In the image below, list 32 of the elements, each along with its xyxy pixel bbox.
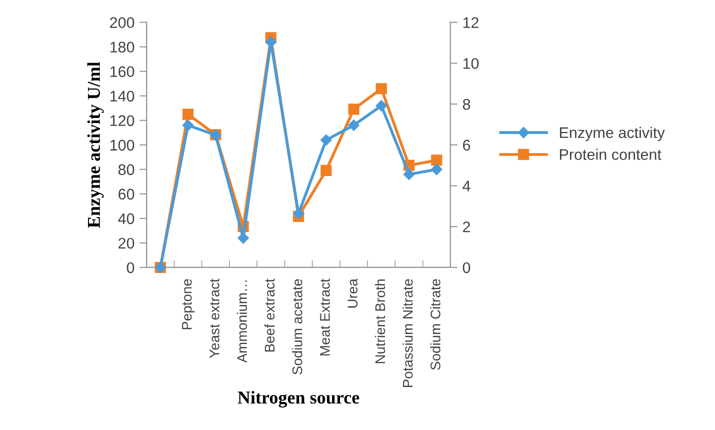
y2-tick-label: 0 (462, 262, 470, 274)
x-tick-label: Sodium Citrate (430, 279, 440, 370)
y-tick-label: 160 (110, 66, 134, 78)
y-tick-label: 180 (110, 42, 134, 53)
x-tick-label: Potassium Nitrate (402, 279, 413, 388)
x-tick-label: Meat Extract (320, 278, 330, 356)
y-tick-label: 0 (126, 262, 134, 274)
legend-label: Enzyme activity (560, 126, 665, 142)
x-axis-title: Nitrogen source (238, 390, 360, 408)
y-tick-label: 40 (118, 213, 134, 224)
y-tick-label: 60 (118, 188, 134, 200)
y-tick-label: 200 (110, 17, 134, 28)
x-tick-label: Urea (348, 278, 358, 308)
x-tick-label: Peptone (182, 279, 194, 330)
y-tick-label: 20 (118, 238, 134, 249)
x-tick-label: Nutrient Broth (374, 279, 386, 364)
legend-label: Protein content (560, 148, 662, 160)
y-tick-label: 140 (110, 90, 134, 102)
y-tick-label: 100 (110, 140, 134, 151)
x-tick-label: Sodium acetate (292, 279, 302, 374)
x-tick-label: Yeast extract (210, 278, 220, 358)
y2-tick-label: 4 (462, 180, 470, 192)
y-tick-label: 80 (118, 164, 134, 176)
y2-tick-label: 10 (463, 58, 479, 69)
y-tick-label: 120 (110, 115, 134, 126)
y-axis-title: Enzyme activity U/ml (87, 62, 104, 228)
y2-tick-label: 8 (462, 98, 470, 110)
x-tick-label: Beef extract (264, 278, 275, 352)
y2-tick-label: 12 (463, 17, 478, 28)
y2-tick-label: 6 (463, 140, 470, 151)
x-tick-label: Ammonium… (236, 280, 247, 363)
y2-tick-label: 2 (463, 221, 470, 232)
